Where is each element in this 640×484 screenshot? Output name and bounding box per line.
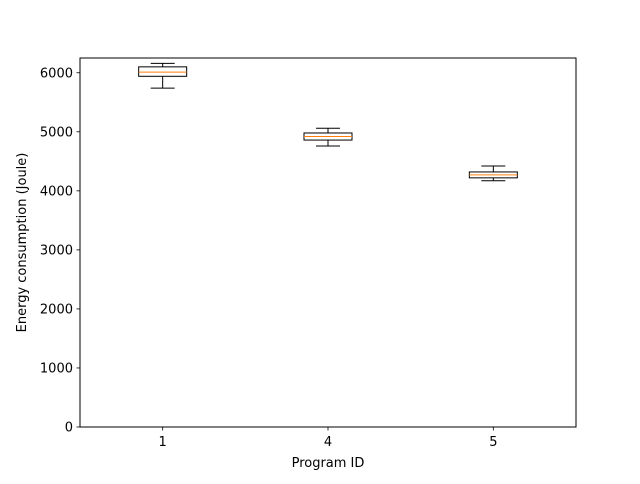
box-plot-item-5: [468, 165, 518, 182]
x-tick-label: 4: [324, 435, 332, 450]
y-axis: 0 1000 2000 3000 4000 5000 6000: [40, 66, 80, 436]
x-tick-label: 1: [159, 435, 167, 450]
y-tick-label: 0: [65, 421, 73, 436]
y-tick-label: 4000: [40, 184, 73, 199]
y-tick-label: 2000: [40, 302, 73, 317]
plot-frame: [79, 57, 577, 428]
x-axis: 1 4 5: [159, 427, 497, 450]
y-tick-label: 1000: [40, 361, 73, 376]
box-plot-item-1: [138, 62, 188, 89]
iqr-box: [138, 66, 188, 77]
y-tick-label: 3000: [40, 243, 73, 258]
box-plot-item-4: [303, 127, 353, 147]
x-tick-label: 5: [489, 435, 497, 450]
y-tick-label: 6000: [40, 66, 73, 81]
plot-marks: [138, 62, 518, 182]
x-axis-label: Program ID: [292, 456, 365, 471]
y-tick-label: 5000: [40, 125, 73, 140]
y-axis-label: Energy consumption (Joule): [15, 153, 30, 333]
